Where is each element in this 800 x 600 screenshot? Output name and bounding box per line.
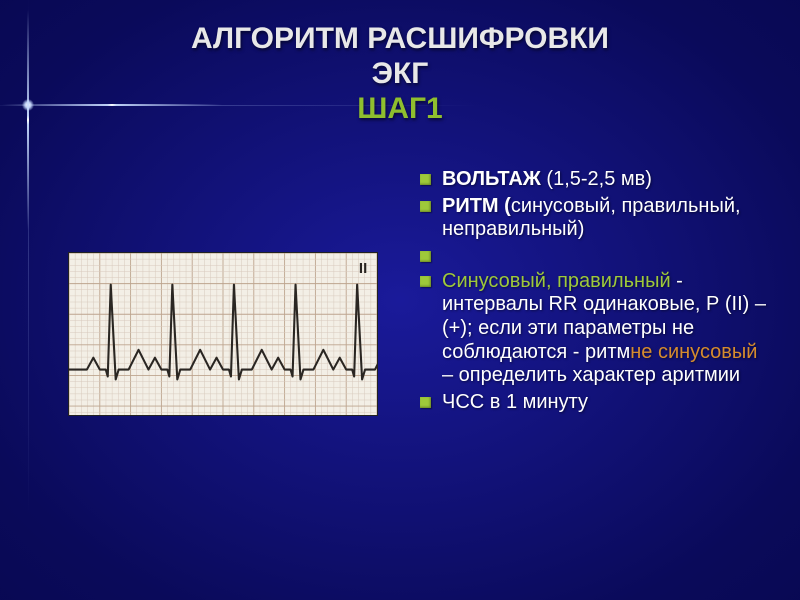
ecg-strip: II (68, 252, 378, 416)
bullet-text: (1,5-2,5 мв) (541, 168, 652, 190)
list-item: Синусовый, правильный - интервалы RR оди… (418, 270, 770, 388)
bullet-orange: не синусовый (630, 341, 757, 363)
bullet-bold: ВОЛЬТАЖ (442, 168, 541, 190)
list-item-empty (418, 245, 770, 267)
ecg-lead-label: II (359, 261, 367, 277)
list-item: ВОЛЬТАЖ (1,5-2,5 мв) (418, 168, 770, 192)
ecg-svg: II (69, 253, 377, 415)
bullet-bold: РИТМ ( (442, 195, 511, 217)
title-line-2: ЭКГ (0, 57, 800, 92)
list-item: РИТМ (синусовый, правильный, неправильны… (418, 195, 770, 242)
list-item: ЧСС в 1 минуту (418, 391, 770, 415)
bullet-text: – определить характер аритмии (442, 364, 740, 386)
bullet-list: ВОЛЬТАЖ (1,5-2,5 мв) РИТМ (синусовый, пр… (418, 168, 770, 417)
bullet-text: ЧСС в 1 минуту (442, 391, 588, 413)
title-line-1: АЛГОРИТМ РАСШИФРОВКИ (0, 22, 800, 57)
title-step: ШАГ1 (0, 91, 800, 127)
slide-title: АЛГОРИТМ РАСШИФРОВКИ ЭКГ ШАГ1 (0, 22, 800, 127)
bullet-green: Синусовый, правильный (442, 270, 671, 292)
